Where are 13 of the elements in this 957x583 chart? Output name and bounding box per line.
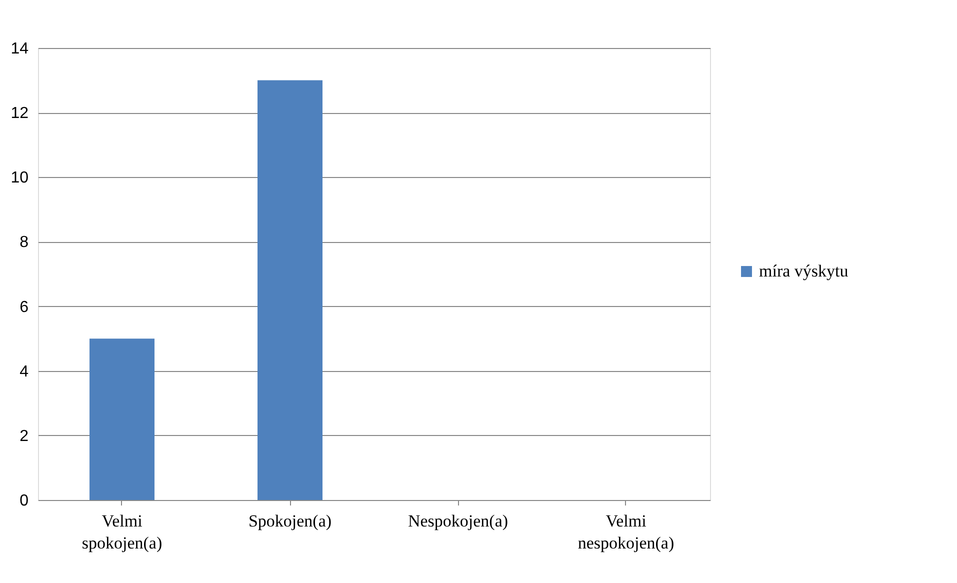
x-tick-label: Nespokojen(a) <box>408 512 508 530</box>
x-tick-label: Velmi spokojen(a) <box>82 512 162 552</box>
y-tick-label: 2 <box>20 428 29 445</box>
y-tick-label: 4 <box>20 363 29 380</box>
y-tick-label: 10 <box>10 170 29 187</box>
x-tick-label: Spokojen(a) <box>248 512 332 530</box>
legend-label: míra výskytu <box>759 262 849 280</box>
y-tick-label: 6 <box>20 298 29 316</box>
y-tick-label: 0 <box>20 492 29 510</box>
y-tick-label: 14 <box>10 40 29 58</box>
x-tick-label: Velmi nespokojen(a) <box>578 512 674 552</box>
y-tick-label: 8 <box>20 234 29 252</box>
y-tick-label: 12 <box>10 105 29 122</box>
